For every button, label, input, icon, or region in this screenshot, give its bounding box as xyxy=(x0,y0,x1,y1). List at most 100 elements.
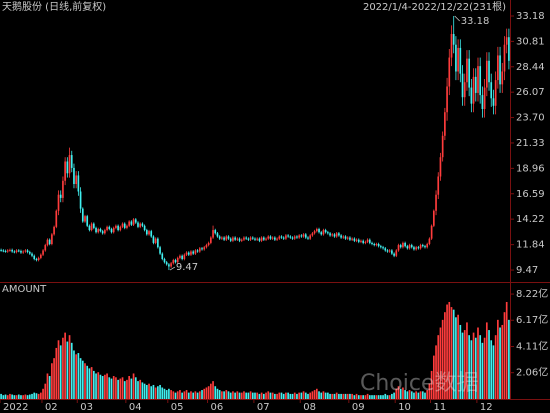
volume-bar xyxy=(382,395,384,399)
candle-body xyxy=(406,246,409,249)
candle-body xyxy=(90,223,93,231)
volume-bar xyxy=(307,393,309,399)
min-arrow xyxy=(169,266,176,271)
candle-body xyxy=(20,250,22,253)
candle-body xyxy=(227,236,230,239)
volume-bar xyxy=(119,378,122,399)
candle-body xyxy=(99,229,102,232)
candle-body xyxy=(485,60,488,88)
volume-bar xyxy=(17,394,20,399)
volume-bar xyxy=(419,391,422,399)
volume-bar xyxy=(168,388,170,399)
candle-body xyxy=(278,236,281,239)
candle-body xyxy=(243,237,245,240)
volume-bar xyxy=(304,392,307,399)
candle-body xyxy=(240,239,243,241)
candle-body xyxy=(201,248,203,250)
volume-bar xyxy=(77,353,80,399)
candle-body xyxy=(490,82,493,99)
volume-bar xyxy=(223,391,225,399)
volume-bar xyxy=(269,392,272,399)
volume-bar xyxy=(183,391,186,399)
volume-bar xyxy=(190,391,192,399)
volume-bar xyxy=(33,392,36,399)
volume-bar xyxy=(130,378,133,399)
candle-body xyxy=(145,230,148,235)
candle-body xyxy=(46,239,49,246)
candle-body xyxy=(137,222,139,227)
candle-body xyxy=(344,236,347,239)
candle-body xyxy=(309,235,312,239)
candle-body xyxy=(368,239,371,243)
candle-body xyxy=(53,226,55,235)
candle-body xyxy=(426,244,429,248)
volume-bar xyxy=(485,322,488,399)
volume-bar xyxy=(86,365,89,399)
volume-bar xyxy=(207,386,210,399)
volume-bar xyxy=(232,391,234,399)
candle-body xyxy=(24,250,27,252)
candle-body xyxy=(128,221,130,226)
candle-body xyxy=(106,226,108,231)
candle-body xyxy=(313,231,316,234)
candle-body xyxy=(104,230,106,234)
volume-bar xyxy=(380,395,382,399)
x-tick-label: 03 xyxy=(80,402,93,413)
chart-title: 天鹅股份 (日线,前复权) xyxy=(2,0,106,13)
candle-body xyxy=(357,239,360,242)
volume-bar xyxy=(148,383,150,399)
candle-body xyxy=(214,230,217,234)
volume-bar xyxy=(2,395,5,399)
candle-body xyxy=(397,245,400,251)
candle-body xyxy=(483,87,486,109)
candle-body xyxy=(324,230,327,233)
candle-body xyxy=(229,238,232,241)
volume-bar xyxy=(311,391,314,399)
volume-bar xyxy=(410,391,413,399)
volume-bar xyxy=(327,392,329,399)
candle-body xyxy=(296,236,298,238)
candle-body xyxy=(470,87,473,104)
volume-bar xyxy=(322,391,325,399)
volume-bar xyxy=(481,342,484,399)
candle-body xyxy=(327,232,329,234)
candle-body xyxy=(408,245,411,249)
candle-body xyxy=(274,237,276,240)
watermark: Choice数据 xyxy=(360,371,479,396)
candle-body xyxy=(48,239,51,244)
volume-bar xyxy=(163,388,166,399)
candle-body xyxy=(174,260,177,263)
y-tick-label: 16.59 xyxy=(516,189,545,200)
candle-body xyxy=(84,216,86,222)
volume-bar xyxy=(318,391,320,399)
volume-bar xyxy=(291,393,294,399)
volume-bar xyxy=(20,395,22,399)
volume-bar xyxy=(212,381,214,399)
volume-bar xyxy=(115,377,117,399)
volume-bar xyxy=(457,314,459,399)
volume-bar xyxy=(344,393,347,399)
volume-bar xyxy=(497,319,499,399)
candle-body xyxy=(318,229,320,233)
candle-body xyxy=(452,34,455,45)
volume-bar xyxy=(296,393,298,399)
volume-bar xyxy=(368,395,371,399)
candle-body xyxy=(488,60,490,83)
volume-bar xyxy=(278,392,281,399)
volume-bar xyxy=(57,340,60,399)
volume-bar xyxy=(439,327,442,399)
candle-body xyxy=(402,242,404,248)
volume-bar xyxy=(179,390,181,399)
volume-bar xyxy=(48,376,51,399)
volume-bar xyxy=(159,384,161,399)
candle-body xyxy=(329,233,331,236)
volume-bar xyxy=(267,391,270,399)
volume-bar xyxy=(251,392,254,399)
volume-bar xyxy=(377,395,380,399)
candle-body xyxy=(421,245,424,247)
candle-body xyxy=(205,245,208,248)
volume-bar xyxy=(262,393,265,399)
x-tick-label: 11 xyxy=(434,402,447,413)
candle-body xyxy=(112,227,115,233)
candle-body xyxy=(210,237,212,243)
